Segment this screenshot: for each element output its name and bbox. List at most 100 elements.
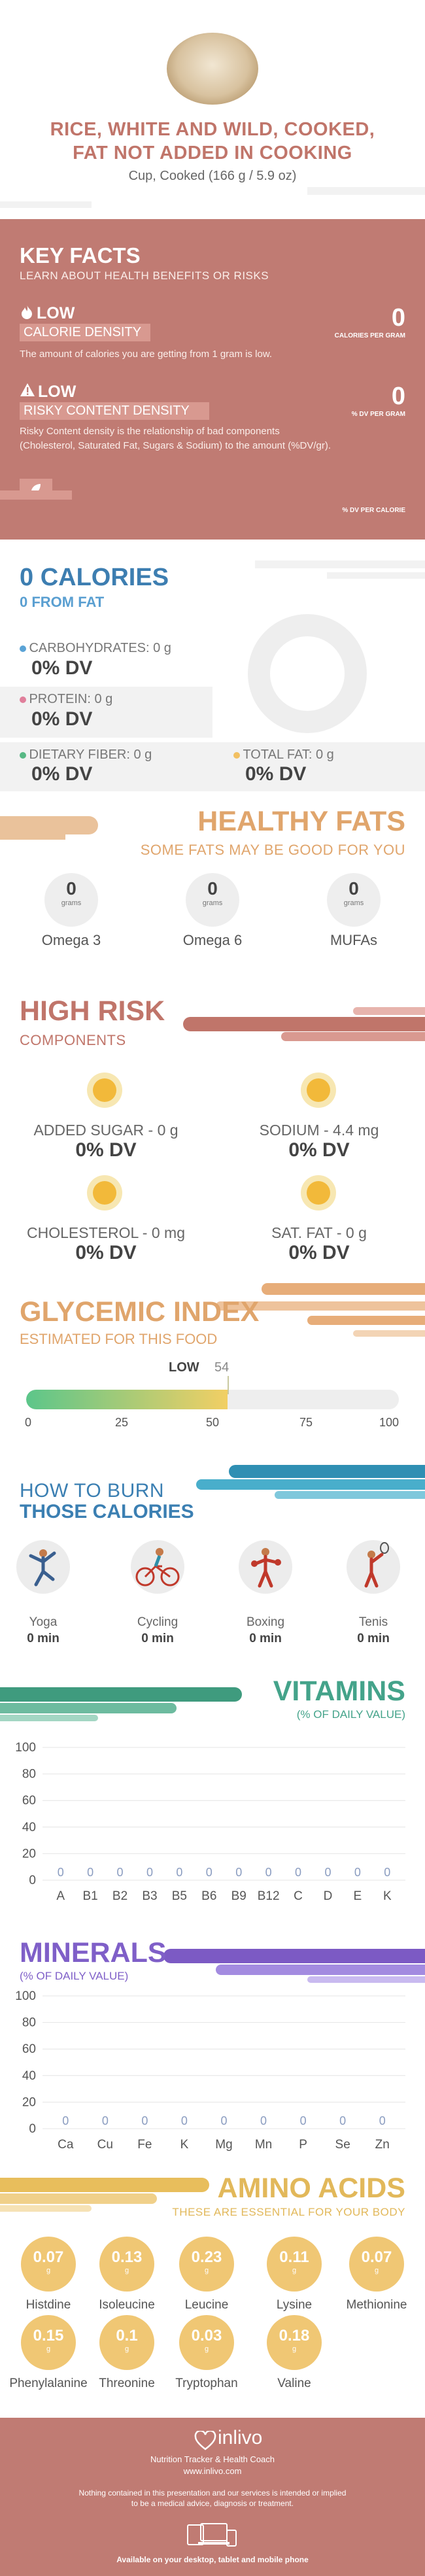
y-tick-label: 80: [22, 2016, 36, 2030]
amino-name: Threonine: [99, 2377, 155, 2390]
x-tick-label: B3: [142, 1889, 157, 1903]
bar-value-label: 0: [181, 2114, 188, 2127]
tennis-name: Tenis: [358, 1615, 388, 1629]
glycemic-tick: 50: [206, 1416, 220, 1429]
amino-value: 0.23: [191, 2248, 222, 2266]
amino-circle: 0.1 g: [99, 2315, 154, 2370]
bar-value-label: 0: [62, 2114, 69, 2127]
x-tick-label: Ca: [58, 2138, 74, 2152]
bar-value-label: 0: [324, 1866, 331, 1879]
footer-url[interactable]: www.inlivo.com: [183, 2466, 242, 2476]
amino-name: Phenylalanine: [9, 2377, 88, 2390]
x-tick-label: Fe: [137, 2138, 152, 2152]
high-risk-title: HIGH RISK: [20, 995, 165, 1027]
risky-density-label: RISKY CONTENT DENSITY: [20, 402, 209, 420]
amino-value: 0.1: [116, 2327, 138, 2344]
carbohydrates-label: CARBOHYDRATES: 0 g: [29, 641, 171, 655]
dietary-fiber-dot: [20, 752, 26, 759]
bar-value-label: 0: [102, 2114, 109, 2127]
calories-from-fat: 0 FROM FAT: [20, 594, 105, 610]
glycemic-level: LOW: [169, 1360, 199, 1375]
burn-title-line1: HOW TO BURN: [20, 1480, 165, 1502]
amino-unit: g: [292, 2267, 297, 2275]
smile-icon: [87, 1175, 122, 1211]
x-tick-label: E: [354, 1889, 362, 1903]
disclaimer-line1: Nothing contained in this presentation a…: [78, 2488, 347, 2498]
x-tick-label: B6: [201, 1889, 216, 1903]
sodium-value: 0% DV: [288, 1139, 350, 1161]
glycemic-value: 54: [214, 1360, 230, 1375]
x-tick-label: Mn: [255, 2138, 272, 2152]
decor-bar: [0, 1703, 177, 1713]
minerals-chart: 100 80 60 40 20 0 0 Ca 0 Cu 0 Fe 0 K 0 Mg 0 Mn 0 P 0 Se 0 Zn: [13, 1988, 412, 2161]
glycemic-title: GLYCEMIC INDEX: [20, 1296, 260, 1328]
risky-density-description-1: Risky Content density is the relationshi…: [20, 426, 280, 437]
protein-item: PROTEIN: 0 g: [20, 692, 112, 707]
risky-density-description-2: (Cholesterol, Saturated Fat, Sugars & So…: [20, 440, 332, 451]
amino-circle: 0.07 g: [349, 2237, 404, 2292]
food-title-line1: RICE, WHITE AND WILD, COOKED,: [50, 119, 375, 140]
heart-logo-icon: [194, 2430, 216, 2454]
added-sugar-value: 0% DV: [75, 1139, 137, 1161]
glycemic-tick: 75: [299, 1416, 313, 1429]
total-fat-label: TOTAL FAT: 0 g: [243, 747, 334, 762]
x-tick-label: Mg: [215, 2138, 232, 2152]
bar-value-label: 0: [87, 1866, 94, 1879]
dietary-fiber-value: 0% DV: [31, 763, 93, 785]
y-tick-label: 60: [22, 1794, 36, 1808]
yoga-name: Yoga: [29, 1615, 58, 1629]
decor-bar: [275, 1491, 425, 1499]
risky-density-level: LOW: [38, 383, 76, 401]
decor-bar: [216, 1301, 425, 1311]
x-tick-label: B2: [112, 1889, 128, 1903]
key-facts-subtitle: LEARN ABOUT HEALTH BENEFITS OR RISKS: [20, 269, 269, 282]
decor-bar: [307, 1976, 425, 1983]
smile-icon: [301, 1175, 336, 1211]
amino-circle: 0.13 g: [99, 2237, 154, 2292]
x-tick-label: B5: [172, 1889, 187, 1903]
bar-value-label: 0: [300, 2114, 307, 2127]
decor-stripe: [0, 201, 92, 208]
high-risk-subtitle: COMPONENTS: [20, 1032, 126, 1048]
amino-name: Isoleucine: [99, 2298, 155, 2312]
calories-donut-chart: [245, 611, 369, 739]
vitamins-subtitle: (% OF DAILY VALUE): [296, 1708, 405, 1721]
x-tick-label: B9: [231, 1889, 246, 1903]
decor-bar: [0, 2205, 92, 2212]
yoga-icon: [16, 1540, 70, 1594]
bar-value-label: 0: [220, 2114, 227, 2127]
fiber-background: [0, 742, 425, 791]
sat-fat-label: SAT. FAT - 0 g: [271, 1224, 367, 1241]
boxing-name: Boxing: [246, 1615, 285, 1629]
glycemic-marker: [227, 1376, 229, 1394]
protein-background: [0, 687, 212, 738]
omega3-value: 0: [66, 878, 76, 899]
calorie-density-value: 0: [391, 304, 405, 332]
healthy-fats-subtitle: SOME FATS MAY BE GOOD FOR YOU: [140, 842, 405, 858]
amino-value: 0.13: [111, 2248, 143, 2266]
food-title-line2: FAT NOT ADDED IN COOKING: [73, 143, 352, 163]
protein-label: PROTEIN: 0 g: [29, 692, 113, 706]
carbohydrates-dot: [20, 645, 26, 652]
glycemic-tick: 100: [379, 1416, 400, 1429]
bar-value-label: 0: [117, 1866, 124, 1879]
bar-value-label: 0: [265, 1866, 272, 1879]
x-tick-label: K: [180, 2138, 189, 2152]
calorie-density-level: LOW: [37, 304, 75, 322]
decor-bar: [163, 1949, 425, 1963]
bar-value-label: 0: [235, 1866, 242, 1879]
amino-name: Histdine: [26, 2298, 71, 2312]
omega6-name: Omega 6: [182, 932, 243, 948]
amino-unit: g: [292, 2345, 297, 2353]
y-tick-label: 40: [22, 2069, 36, 2083]
x-tick-label: Se: [335, 2138, 350, 2152]
amino-unit: g: [374, 2267, 379, 2275]
amino-unit: g: [124, 2267, 129, 2275]
amino-circle: 0.18 g: [267, 2315, 322, 2370]
disclaimer-line2: to be a medical advice, diagnosis or tre…: [131, 2499, 294, 2508]
y-tick-label: 0: [29, 2122, 36, 2136]
burn-title-line2: THOSE CALORIES: [20, 1501, 194, 1522]
x-tick-label: C: [294, 1889, 303, 1903]
amino-circle: 0.15 g: [21, 2315, 76, 2370]
amino-name: Valine: [277, 2377, 311, 2390]
